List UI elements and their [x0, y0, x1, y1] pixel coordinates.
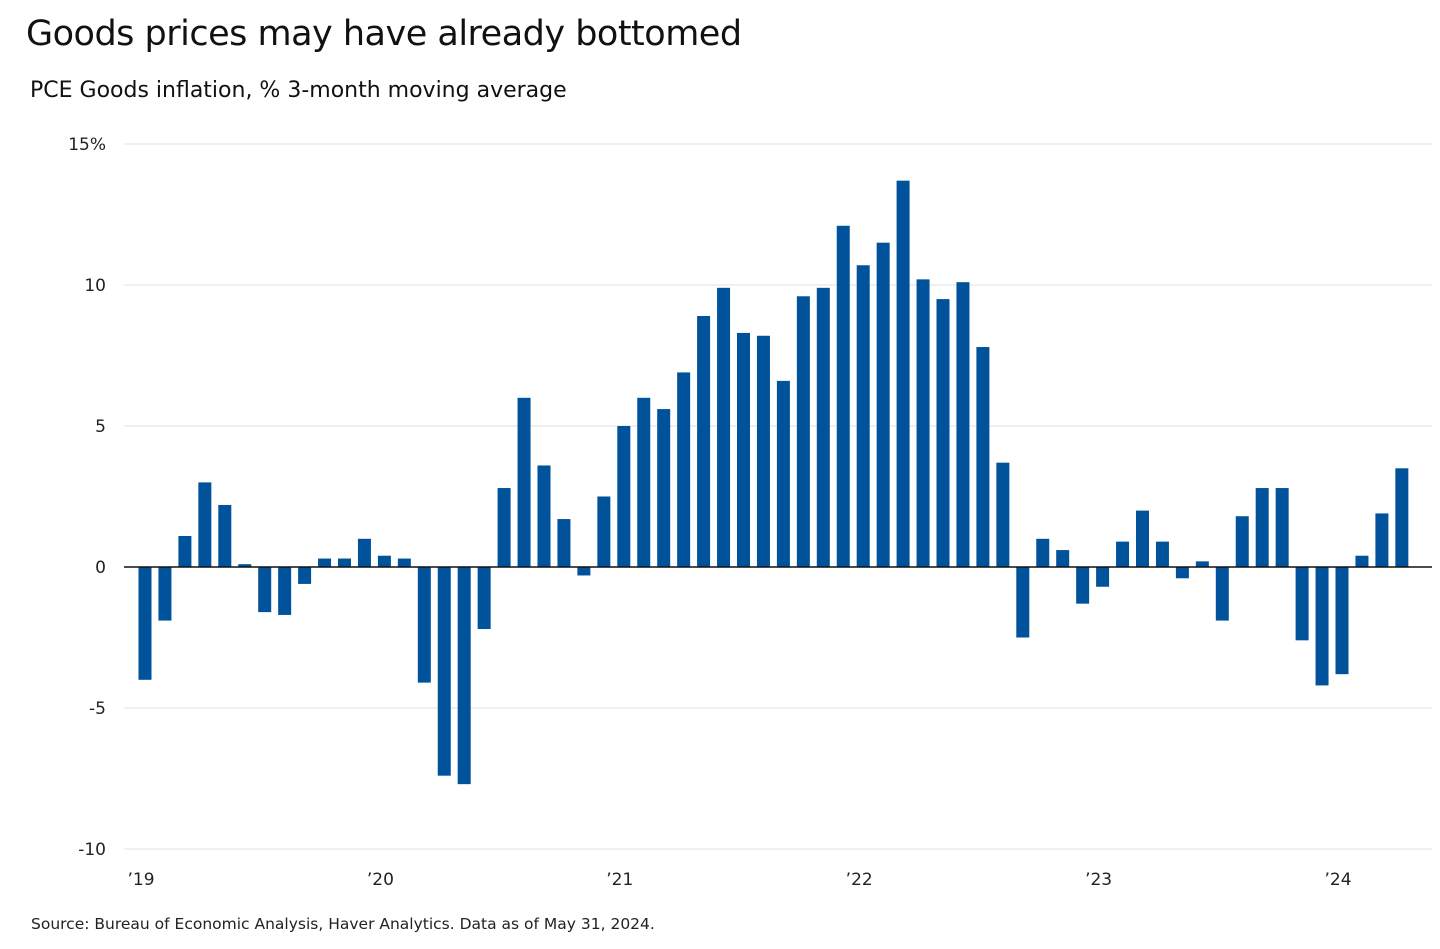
- bars: [138, 180, 1409, 785]
- y-tick-label: 0: [95, 558, 106, 578]
- bar: [1096, 567, 1110, 587]
- bar: [816, 287, 830, 567]
- bar: [1155, 541, 1169, 567]
- bar: [258, 567, 272, 613]
- y-axis-ticks: 15% 10 5 0 -5 -10: [68, 135, 106, 860]
- bar: [577, 567, 591, 576]
- chart-subtitle: PCE Goods inflation, % 3-month moving av…: [30, 78, 567, 103]
- y-tick-label: 5: [95, 417, 106, 437]
- bar: [557, 519, 571, 567]
- x-tick-label: ’22: [846, 870, 873, 890]
- bar: [357, 538, 371, 567]
- bar: [756, 335, 770, 567]
- bar: [697, 316, 711, 567]
- bar: [1375, 513, 1389, 567]
- bar: [1116, 541, 1130, 567]
- bar: [956, 282, 970, 567]
- bar: [936, 299, 950, 567]
- y-tick-label: 10: [84, 276, 106, 296]
- bar: [1295, 567, 1309, 641]
- bar: [537, 465, 551, 567]
- bar: [1395, 468, 1409, 567]
- bar: [856, 265, 870, 567]
- bar: [497, 488, 511, 567]
- bar: [278, 567, 292, 615]
- bar: [1076, 567, 1090, 604]
- bar: [657, 409, 671, 567]
- bar: [218, 504, 232, 567]
- bar: [796, 296, 810, 567]
- bar: [876, 242, 890, 567]
- bar: [238, 564, 252, 567]
- bar: [477, 567, 491, 630]
- bar: [717, 287, 731, 567]
- bar: [377, 555, 391, 567]
- bar-chart: 15% 10 5 0 -5 -10 ’19 ’20 ’21 ’22 ’23 ’24: [68, 135, 1432, 890]
- x-tick-label: ’20: [367, 870, 394, 890]
- bar: [617, 426, 631, 567]
- bar: [677, 372, 691, 567]
- x-tick-label: ’21: [606, 870, 633, 890]
- bar: [896, 180, 910, 567]
- bar: [178, 535, 192, 567]
- bar: [737, 332, 750, 567]
- bar: [976, 347, 990, 567]
- bar: [1175, 567, 1189, 579]
- bar: [597, 496, 611, 567]
- bar: [397, 558, 411, 567]
- x-tick-label: ’19: [127, 870, 154, 890]
- bar: [298, 567, 312, 584]
- bar: [1255, 488, 1269, 567]
- bar: [198, 482, 212, 567]
- y-tick-label: 15%: [68, 135, 106, 155]
- bar: [1016, 567, 1030, 638]
- bar: [1355, 555, 1369, 567]
- bar: [457, 567, 471, 785]
- bar: [916, 279, 930, 567]
- bar: [1235, 516, 1249, 567]
- bar: [138, 567, 152, 680]
- bar: [437, 567, 451, 776]
- bar: [637, 397, 651, 567]
- bar: [318, 558, 332, 567]
- bar: [1215, 567, 1229, 621]
- bar: [836, 225, 850, 567]
- source-note: Source: Bureau of Economic Analysis, Hav…: [31, 915, 655, 933]
- chart-title: Goods prices may have already bottomed: [26, 14, 742, 54]
- x-axis-ticks: ’19 ’20 ’21 ’22 ’23 ’24: [127, 870, 1351, 890]
- x-tick-label: ’23: [1085, 870, 1112, 890]
- x-tick-label: ’24: [1324, 870, 1351, 890]
- bar: [1056, 550, 1070, 567]
- bar: [417, 567, 431, 683]
- y-tick-label: -10: [78, 840, 106, 860]
- bar: [1275, 488, 1289, 567]
- bar: [158, 567, 172, 621]
- bar: [517, 397, 531, 567]
- bar: [1195, 561, 1209, 567]
- bar: [338, 558, 351, 567]
- bar: [1136, 510, 1149, 567]
- bar: [996, 462, 1010, 567]
- bar: [1335, 567, 1349, 675]
- bar: [776, 380, 790, 567]
- bar: [1036, 538, 1050, 567]
- bar: [1315, 567, 1329, 686]
- y-tick-label: -5: [89, 699, 106, 719]
